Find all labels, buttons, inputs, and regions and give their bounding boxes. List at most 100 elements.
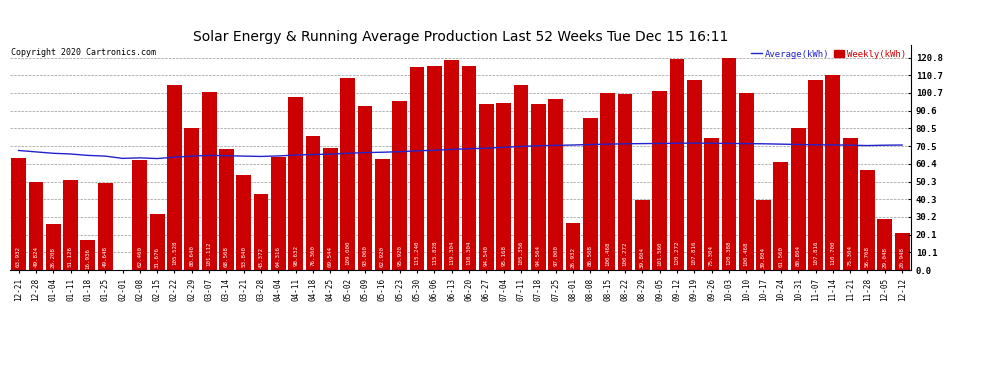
- Text: 16.936: 16.936: [85, 248, 90, 268]
- Bar: [704, 138, 719, 270]
- Bar: [531, 104, 545, 270]
- Bar: [791, 128, 806, 270]
- Bar: [63, 180, 78, 270]
- Bar: [98, 183, 113, 270]
- Text: 69.544: 69.544: [328, 246, 333, 267]
- Text: 56.768: 56.768: [865, 246, 870, 267]
- Text: 68.568: 68.568: [224, 246, 229, 267]
- Text: 100.272: 100.272: [623, 241, 628, 266]
- Text: 80.804: 80.804: [796, 245, 801, 266]
- Text: 51.126: 51.126: [68, 246, 73, 267]
- Bar: [461, 66, 476, 270]
- Bar: [271, 157, 286, 270]
- Text: 20.948: 20.948: [900, 248, 905, 268]
- Bar: [392, 101, 407, 270]
- Text: 39.804: 39.804: [761, 247, 766, 268]
- Text: 100.468: 100.468: [605, 241, 610, 266]
- Bar: [341, 78, 355, 270]
- Text: 98.632: 98.632: [293, 244, 298, 266]
- Bar: [722, 58, 737, 270]
- Legend: Average(kWh), Weekly(kWh): Average(kWh), Weekly(kWh): [751, 50, 906, 58]
- Bar: [808, 81, 823, 270]
- Text: 101.112: 101.112: [207, 241, 212, 266]
- Text: 26.208: 26.208: [50, 247, 55, 268]
- Text: 75.304: 75.304: [847, 246, 852, 267]
- Bar: [618, 94, 633, 270]
- Bar: [410, 68, 425, 270]
- Bar: [202, 92, 217, 270]
- Bar: [496, 103, 511, 270]
- Text: 62.460: 62.460: [138, 246, 143, 267]
- Bar: [288, 97, 303, 270]
- Bar: [773, 162, 788, 270]
- Bar: [600, 93, 615, 270]
- Text: 29.048: 29.048: [882, 247, 887, 268]
- Text: 39.804: 39.804: [640, 247, 644, 268]
- Text: Copyright 2020 Cartronics.com: Copyright 2020 Cartronics.com: [11, 48, 155, 57]
- Text: 75.304: 75.304: [709, 246, 714, 267]
- Bar: [756, 200, 771, 270]
- Text: 80.640: 80.640: [189, 245, 194, 266]
- Bar: [427, 66, 442, 270]
- Text: 119.304: 119.304: [449, 240, 454, 265]
- Text: 100.468: 100.468: [743, 241, 748, 266]
- Text: 86.508: 86.508: [588, 245, 593, 266]
- Text: 97.000: 97.000: [553, 245, 558, 266]
- Text: 53.840: 53.840: [242, 246, 247, 267]
- Text: 120.272: 120.272: [674, 240, 679, 265]
- Bar: [895, 233, 910, 270]
- Bar: [687, 81, 702, 270]
- Bar: [253, 194, 268, 270]
- Text: 49.824: 49.824: [34, 246, 39, 267]
- Bar: [445, 60, 459, 270]
- Text: 64.316: 64.316: [276, 246, 281, 267]
- Text: 95.168: 95.168: [501, 245, 506, 266]
- Text: 107.816: 107.816: [692, 241, 697, 266]
- Text: 94.540: 94.540: [484, 245, 489, 266]
- Bar: [357, 106, 372, 270]
- Bar: [635, 200, 649, 270]
- Bar: [237, 176, 251, 270]
- Bar: [133, 160, 148, 270]
- Bar: [375, 159, 390, 270]
- Bar: [167, 84, 182, 270]
- Bar: [739, 93, 753, 270]
- Bar: [46, 224, 60, 270]
- Bar: [149, 214, 164, 270]
- Bar: [306, 136, 321, 270]
- Bar: [219, 150, 234, 270]
- Bar: [652, 92, 667, 270]
- Bar: [583, 118, 598, 270]
- Bar: [479, 104, 494, 270]
- Text: 105.356: 105.356: [519, 241, 524, 266]
- Bar: [548, 99, 563, 270]
- Text: 110.700: 110.700: [831, 241, 836, 265]
- Text: 107.816: 107.816: [813, 241, 818, 266]
- Text: 101.560: 101.560: [657, 241, 662, 266]
- Text: 95.920: 95.920: [397, 245, 402, 266]
- Text: 76.360: 76.360: [311, 245, 316, 266]
- Text: 94.564: 94.564: [536, 245, 541, 266]
- Text: 115.828: 115.828: [432, 240, 437, 265]
- Title: Solar Energy & Running Average Production Last 52 Weeks Tue Dec 15 16:11: Solar Energy & Running Average Productio…: [193, 30, 728, 44]
- Bar: [80, 240, 95, 270]
- Text: 105.528: 105.528: [172, 241, 177, 266]
- Bar: [11, 158, 26, 270]
- Bar: [877, 219, 892, 270]
- Bar: [565, 223, 580, 270]
- Bar: [860, 170, 875, 270]
- Text: 116.304: 116.304: [466, 240, 471, 265]
- Text: 62.920: 62.920: [380, 246, 385, 267]
- Bar: [514, 85, 529, 270]
- Text: 120.388: 120.388: [727, 240, 732, 265]
- Bar: [184, 128, 199, 270]
- Text: 49.648: 49.648: [103, 246, 108, 267]
- Text: 61.560: 61.560: [778, 246, 783, 267]
- Bar: [842, 138, 857, 270]
- Text: 26.932: 26.932: [570, 247, 575, 268]
- Bar: [826, 75, 841, 270]
- Bar: [323, 148, 338, 270]
- Text: 93.060: 93.060: [362, 245, 367, 266]
- Text: 109.000: 109.000: [346, 241, 350, 265]
- Bar: [669, 58, 684, 270]
